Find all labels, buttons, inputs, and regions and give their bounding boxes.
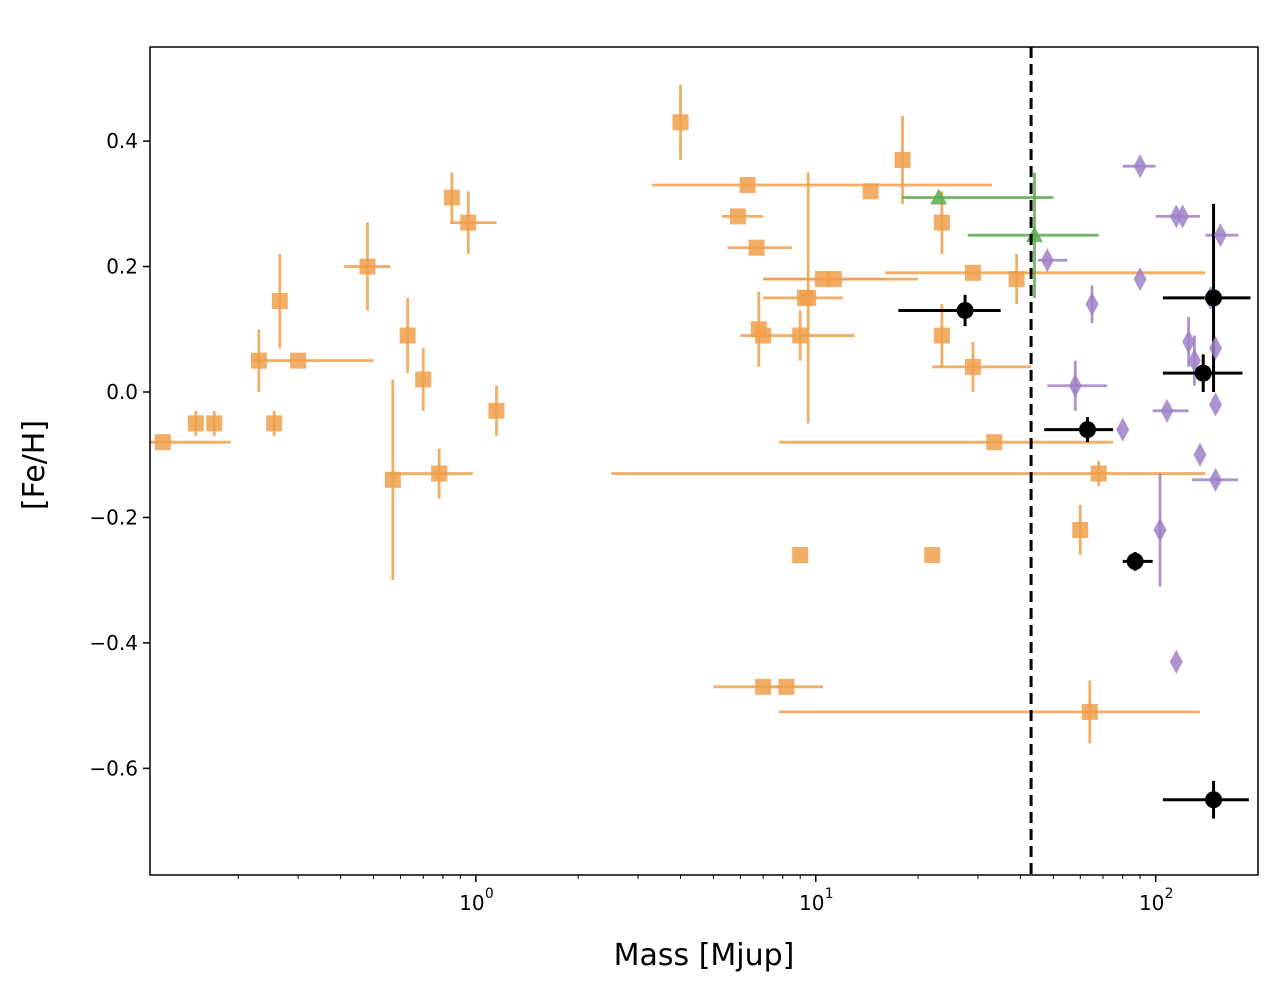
square-point — [964, 358, 981, 375]
diamond-point — [1068, 373, 1082, 398]
square-point — [800, 289, 817, 306]
circle-point — [1078, 421, 1096, 439]
x-tick-exponent: 1 — [825, 886, 834, 902]
square-point — [792, 547, 809, 564]
circle-point — [956, 301, 974, 319]
square-point — [862, 183, 879, 200]
circle-point — [1205, 791, 1223, 809]
square-point — [924, 547, 941, 564]
triangle-point — [930, 188, 948, 205]
square-point — [894, 151, 911, 168]
x-axis-ticks: 10 0 10 1 10 2 — [237, 875, 1174, 915]
y-tick-label: 0.4 — [106, 129, 138, 153]
square-point — [250, 352, 267, 369]
square-point — [755, 678, 772, 695]
diamond-point — [1187, 348, 1201, 373]
diamond-point — [1133, 154, 1147, 179]
square-point — [964, 264, 981, 281]
y-tick-label: −0.4 — [89, 631, 138, 655]
circle-point — [1194, 364, 1212, 382]
square-point — [488, 402, 505, 419]
y-axis-label: [Fe/H] — [17, 420, 52, 510]
square-point — [266, 415, 283, 432]
x-tick-label: 10 — [1139, 891, 1164, 915]
y-tick-label: −0.6 — [89, 756, 138, 780]
x-tick-label: 10 — [459, 891, 484, 915]
plot-frame — [149, 46, 1259, 876]
diamond-point — [1213, 223, 1227, 248]
circle-point — [1126, 552, 1144, 570]
diamond-point — [1193, 442, 1207, 467]
square-point — [359, 258, 376, 275]
diamond-point — [1040, 248, 1054, 273]
square-point — [443, 189, 460, 206]
square-point — [1008, 271, 1025, 288]
x-tick-exponent: 0 — [485, 886, 494, 902]
square-point — [1090, 465, 1107, 482]
square-point — [187, 415, 204, 432]
diamond-point — [1182, 329, 1196, 354]
square-point — [431, 465, 448, 482]
square-point — [399, 327, 416, 344]
square-point — [755, 327, 772, 344]
square-point — [778, 678, 795, 695]
diamond-point — [1169, 649, 1183, 674]
square-point — [1081, 703, 1098, 720]
x-tick-exponent: 2 — [1165, 886, 1174, 902]
x-axis-label: Mass [Mjup] — [614, 938, 795, 973]
circle-point — [1205, 289, 1223, 307]
square-point — [415, 371, 432, 388]
square-point — [290, 352, 307, 369]
square-point — [154, 434, 171, 451]
square-point — [384, 471, 401, 488]
y-tick-label: 0.0 — [106, 380, 138, 404]
diamond-point — [1116, 417, 1130, 442]
square-point — [729, 208, 746, 225]
y-tick-label: 0.2 — [106, 255, 138, 279]
diamond-point — [1209, 467, 1223, 492]
square-point — [933, 214, 950, 231]
diamond-point — [1209, 392, 1223, 417]
square-point — [825, 271, 842, 288]
y-axis-ticks: 0.4 0.2 0.0 −0.2 −0.4 −0.6 — [89, 129, 150, 780]
diamond-point — [1153, 518, 1167, 542]
diamond-point — [1133, 267, 1147, 292]
x-tick-label: 10 — [799, 891, 824, 915]
square-point — [986, 434, 1003, 451]
square-point — [739, 177, 756, 193]
square-point — [1072, 522, 1089, 538]
diamond-point — [1085, 292, 1099, 317]
square-point — [672, 114, 689, 131]
square-point — [933, 327, 950, 344]
square-point — [271, 293, 288, 310]
diamond-point — [1209, 336, 1223, 361]
diamond-point — [1160, 398, 1174, 423]
square-point — [748, 239, 765, 256]
square-point — [460, 214, 477, 231]
square-point — [206, 415, 223, 432]
y-tick-label: −0.2 — [89, 505, 138, 529]
square-point — [792, 327, 809, 344]
diamond-point — [1176, 204, 1190, 229]
